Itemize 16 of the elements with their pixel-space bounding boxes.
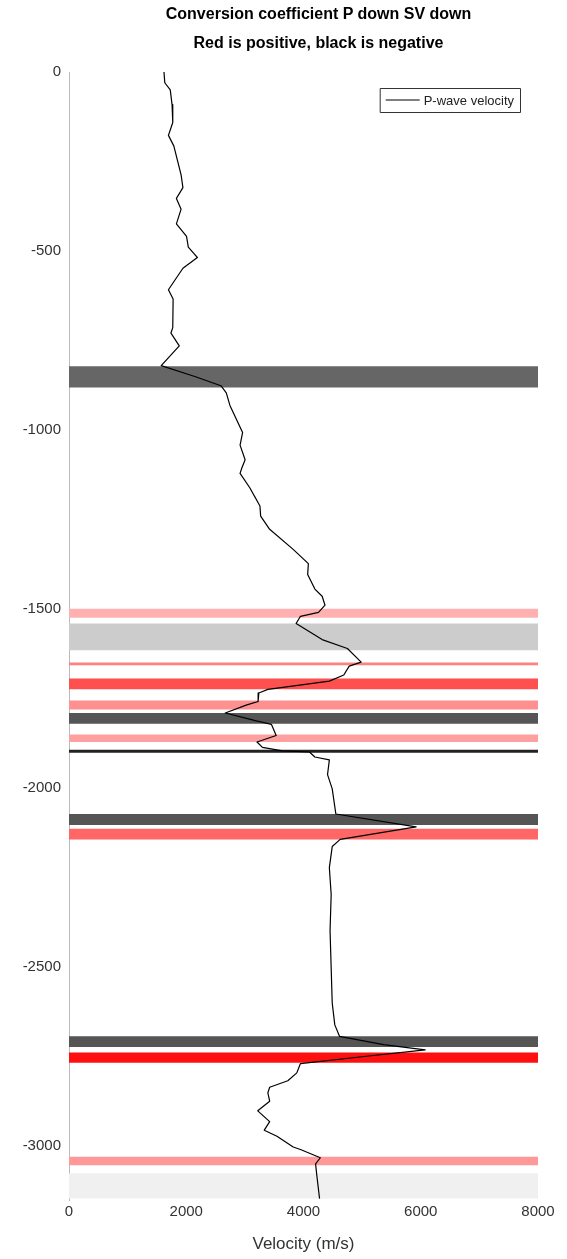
x-tick-label: 4000 (286, 1202, 321, 1220)
y-tick-label: -500 (30, 241, 61, 259)
x-tick-label: 8000 (521, 1202, 555, 1220)
x-tick-label: 6000 (404, 1202, 438, 1220)
chart-title: Conversion coefficient P down SV down (165, 5, 472, 23)
x-tick-label: 0 (64, 1202, 74, 1220)
x-tick-label: 2000 (169, 1202, 203, 1220)
y-tick-label: -1000 (22, 420, 61, 438)
legend-label: P-wave velocity (423, 92, 515, 108)
y-tick-label: 0 (52, 62, 61, 80)
y-tick-label: -1500 (22, 599, 61, 617)
x-axis-title: Velocity (m/s) (252, 1234, 355, 1254)
y-tick-label: -2500 (22, 957, 61, 975)
chart-subtitle: Red is positive, black is negative (193, 34, 444, 52)
y-tick-label: -3000 (22, 1136, 61, 1154)
y-tick-label: -2000 (22, 778, 61, 796)
